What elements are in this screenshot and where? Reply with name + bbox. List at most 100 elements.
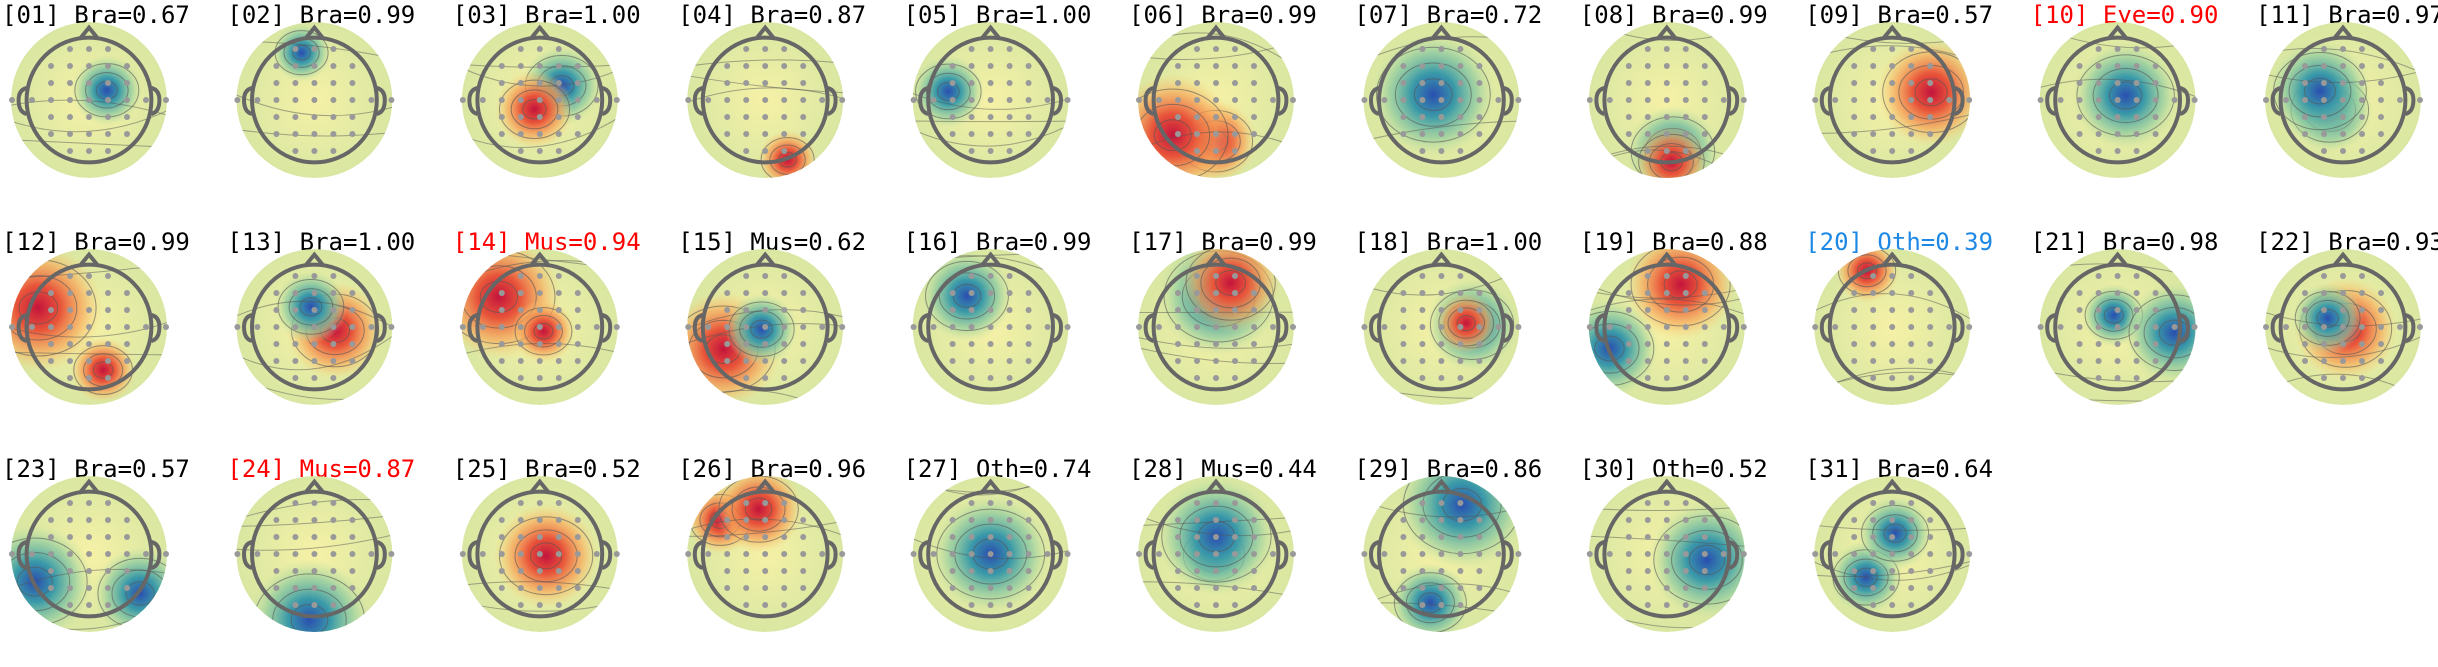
sensor — [273, 63, 280, 69]
sensor — [1701, 114, 1708, 120]
sensor — [273, 341, 280, 347]
sensor — [67, 500, 73, 506]
nose — [78, 478, 100, 494]
sensor — [67, 585, 73, 591]
sensor — [517, 63, 524, 69]
sensor — [1025, 114, 1032, 120]
sensor — [2263, 324, 2269, 330]
sensor — [555, 273, 562, 279]
sensor — [1213, 324, 1219, 330]
topomap-blob — [272, 23, 331, 83]
sensor — [781, 375, 788, 381]
sensor — [67, 290, 73, 296]
sensor — [968, 324, 975, 330]
sensor — [2152, 131, 2159, 137]
sensor — [2076, 341, 2083, 347]
sensor — [1025, 517, 1032, 523]
sensor — [292, 148, 299, 154]
sensor — [762, 585, 769, 591]
sensor — [2321, 324, 2327, 330]
sensor — [1213, 375, 1219, 381]
sensor — [273, 585, 280, 591]
sensor — [949, 551, 956, 557]
sensor — [1457, 585, 1464, 591]
ear-right — [150, 86, 162, 116]
sensor — [2397, 324, 2403, 330]
sensor — [555, 375, 562, 381]
ear-right — [1277, 86, 1289, 116]
sensor — [1476, 358, 1483, 364]
sensor — [743, 273, 750, 279]
sensor — [1438, 131, 1445, 137]
sensor — [1625, 324, 1632, 330]
topomap — [11, 249, 167, 405]
sensor — [163, 551, 169, 557]
sensor — [1966, 551, 1973, 557]
head-outline — [1602, 262, 1732, 392]
sensor — [498, 80, 505, 86]
contour — [85, 72, 129, 109]
nose — [1656, 24, 1678, 40]
sensor — [800, 114, 807, 120]
topomap-blob — [1877, 38, 1971, 147]
sensor — [743, 534, 750, 540]
sensor — [2114, 131, 2121, 137]
nose — [1656, 251, 1678, 267]
sensor — [1701, 63, 1708, 69]
topomap-blob — [1390, 562, 1471, 632]
sensor — [1457, 500, 1464, 506]
component-panel: [06] Bra=0.99 — [1129, 1, 1317, 178]
ear-right — [1277, 313, 1289, 343]
sensor — [987, 324, 994, 330]
sensor — [1175, 585, 1181, 591]
sensor — [292, 568, 299, 574]
sensor — [1175, 114, 1181, 120]
sensor — [124, 551, 130, 557]
sensor — [517, 341, 524, 347]
sensor — [2340, 46, 2346, 52]
nose — [529, 24, 551, 40]
sensor — [574, 324, 581, 330]
sensor — [388, 324, 395, 330]
contour — [92, 361, 114, 379]
nose — [1881, 24, 1903, 40]
sensor — [1213, 131, 1219, 137]
sensor — [105, 341, 111, 347]
sensor — [949, 585, 956, 591]
sensor — [968, 63, 975, 69]
sensor — [949, 341, 956, 347]
topomap — [1814, 476, 1971, 632]
ear-right — [2404, 86, 2416, 116]
sensor — [1419, 273, 1426, 279]
sensor — [1908, 358, 1915, 364]
sensor — [1361, 324, 1368, 330]
sensor — [1682, 375, 1689, 381]
sensor — [1946, 551, 1953, 557]
sensor — [1006, 602, 1013, 608]
sensor — [1927, 341, 1934, 347]
sensor — [762, 148, 769, 154]
head-outline — [1151, 35, 1281, 165]
sensor — [1419, 148, 1426, 154]
sensor — [2095, 63, 2102, 69]
sensor — [2095, 341, 2102, 347]
sensor — [29, 551, 35, 557]
sensor — [2057, 97, 2064, 103]
sensor — [781, 358, 788, 364]
sensor — [555, 97, 562, 103]
sensor — [330, 602, 337, 608]
sensor — [1701, 97, 1708, 103]
sensor — [1889, 97, 1896, 103]
sensor — [930, 324, 937, 330]
sensor — [968, 585, 975, 591]
sensor — [1927, 568, 1934, 574]
sensor — [1701, 517, 1708, 523]
sensor — [1006, 63, 1013, 69]
sensor — [9, 551, 15, 557]
sensor — [254, 551, 261, 557]
sensor — [949, 97, 956, 103]
sensor — [1175, 307, 1181, 313]
sensor — [762, 341, 769, 347]
sensor — [330, 307, 337, 313]
contour — [926, 72, 971, 111]
